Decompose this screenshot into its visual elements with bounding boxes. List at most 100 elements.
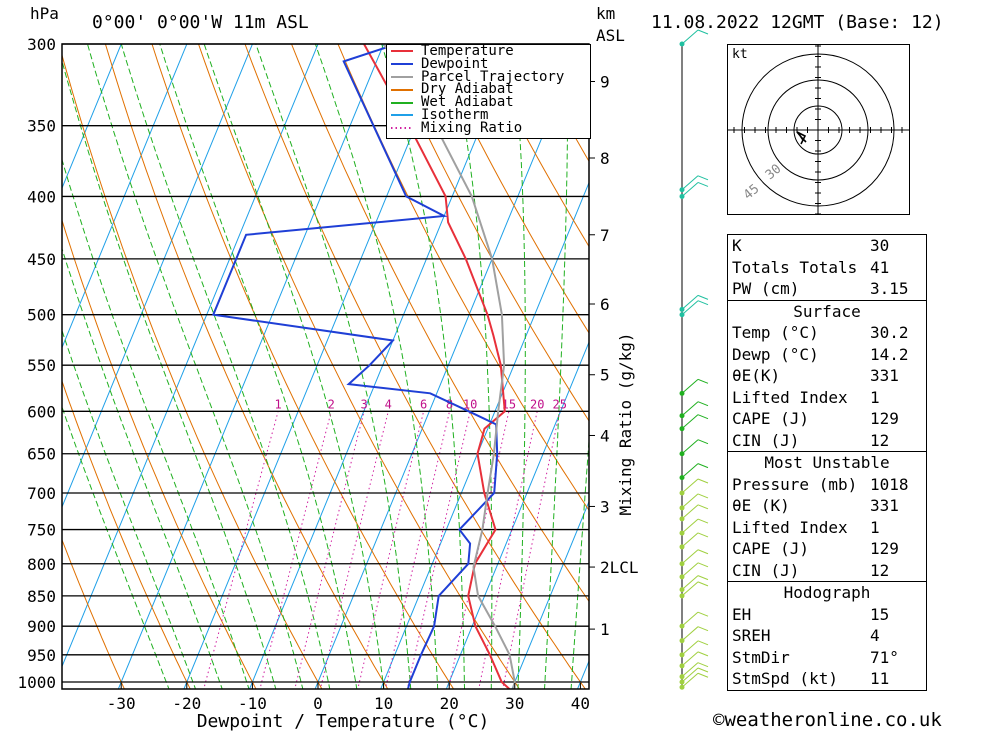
mixing-ratio-tick-label: 1 — [275, 397, 282, 411]
index-label: CAPE (J) — [732, 539, 810, 558]
mixing-ratio-axis-label: Mixing Ratio (g/kg) — [616, 332, 635, 515]
x-tick-label: 0 — [313, 694, 323, 713]
mixing-ratio-line — [478, 411, 538, 689]
wind-barb-flag — [697, 300, 709, 306]
km-tick-label: 6 — [600, 295, 610, 314]
wind-barb-staff — [681, 401, 699, 417]
wet-adiabat-line — [203, 44, 385, 689]
index-label: K — [732, 236, 742, 255]
mixing-ratio-line — [259, 411, 332, 689]
hodograph-trace — [796, 131, 807, 145]
index-row: θE (K) 331 — [728, 495, 926, 517]
wind-barb-staff — [681, 439, 699, 455]
index-row: PW (cm) 3.15 — [728, 278, 926, 300]
wind-barb-staff — [681, 175, 699, 191]
wind-barb-flag — [697, 175, 709, 181]
wind-barb-staff — [681, 518, 699, 534]
km-tick-label: 4 — [600, 426, 610, 445]
wind-barb-staff — [681, 626, 699, 642]
legend-swatch — [391, 50, 413, 53]
index-label: EH — [732, 604, 752, 624]
wet-adiabat-line — [62, 59, 277, 689]
index-value: 30 — [870, 236, 890, 255]
legend-item: Dry Adiabat — [387, 83, 590, 96]
x-tick-label: 10 — [374, 694, 393, 713]
mixing-ratio-tick-label: 2 — [328, 397, 335, 411]
isotherm-line — [445, 340, 589, 689]
index-value: 1 — [870, 517, 880, 537]
index-value: 30.2 — [870, 323, 909, 342]
mixing-ratio-line — [294, 411, 365, 689]
index-value: 14.2 — [870, 344, 909, 364]
legend-swatch — [391, 75, 413, 78]
index-value: 331 — [870, 496, 899, 515]
index-row: Dewp (°C) 14.2 — [728, 344, 926, 366]
series-dewpoint — [211, 44, 499, 689]
series-temperature — [363, 44, 511, 689]
chart-legend: Temperature Dewpoint Parcel Trajectory Dry … — [386, 44, 591, 139]
legend-swatch — [391, 127, 413, 130]
wind-barb-staff — [681, 504, 699, 520]
wind-barb-flag — [697, 651, 709, 657]
legend-swatch — [391, 63, 413, 66]
legend-item: Dewpoint — [387, 57, 590, 71]
wind-barb-staff — [681, 493, 699, 509]
pressure-tick-label: 600 — [27, 402, 56, 421]
mixing-ratio-tick-label: 3 — [360, 397, 367, 411]
mixing-ratio-line — [357, 411, 425, 689]
pressure-tick-label: 300 — [27, 35, 56, 54]
wind-barb-flag — [697, 378, 709, 384]
wind-barb-flag — [697, 518, 709, 524]
index-value: 11 — [870, 669, 890, 688]
legend-item: Temperature — [387, 44, 590, 58]
index-row: Lifted Index 1 — [728, 387, 926, 409]
mixing-ratio-tick-label: 6 — [420, 397, 427, 411]
x-tick-label: 30 — [505, 694, 524, 713]
legend-label: Parcel Trajectory — [421, 68, 565, 85]
legend-item: Parcel Trajectory — [387, 68, 590, 85]
index-value: 12 — [870, 430, 890, 450]
index-row: CAPE (J) 129 — [728, 538, 926, 560]
pressure-tick-label: 500 — [27, 306, 56, 325]
legend-swatch — [391, 88, 413, 91]
index-row: CIN (J) 12 — [728, 430, 926, 452]
index-row: CIN (J) 12 — [728, 560, 926, 582]
wind-barb-staff — [681, 581, 699, 597]
wind-barb-flag — [697, 672, 709, 678]
pressure-tick-label: 550 — [27, 356, 56, 375]
index-value: 41 — [870, 257, 890, 277]
hpa-label: hPa — [30, 4, 59, 23]
wind-barb-flag — [697, 662, 709, 668]
wind-barb-flag — [697, 626, 709, 632]
wind-barb-flag — [697, 401, 709, 407]
km-tick-label: 1 — [600, 620, 610, 639]
dry-adiabat-line — [62, 53, 323, 689]
x-tick-label: 40 — [571, 694, 590, 713]
wind-barb-flag — [697, 181, 709, 187]
wind-barb-flag — [697, 562, 709, 568]
index-section-title: Most Unstable — [728, 451, 926, 474]
index-value: 12 — [870, 560, 890, 580]
index-row: Temp (°C) 30.2 — [728, 322, 926, 344]
km-tick-label: 9 — [600, 73, 610, 92]
pressure-tick-label: 450 — [27, 250, 56, 269]
mixing-ratio-tick-label: 8 — [446, 397, 453, 411]
wind-barb-staff — [681, 378, 699, 394]
km-tick-label: 5 — [600, 366, 610, 385]
wind-barb-flag — [697, 611, 709, 617]
pressure-tick-label: 700 — [27, 484, 56, 503]
index-row: Totals Totals 41 — [728, 257, 926, 279]
index-label: θE(K) — [732, 366, 781, 385]
legend-label: Wet Adiabat — [421, 94, 514, 111]
wind-barb-staff — [681, 640, 699, 656]
mixing-ratio-line — [502, 411, 561, 689]
index-label: CIN (J) — [732, 560, 800, 580]
isotherm-line — [117, 44, 385, 689]
pressure-tick-label: 900 — [27, 617, 56, 636]
asl-label: ASL — [596, 26, 625, 45]
dry-adiabat-line — [62, 538, 125, 689]
index-label: SREH — [732, 626, 771, 645]
pressure-tick-label: 350 — [27, 117, 56, 136]
wind-barb-flag — [697, 414, 709, 420]
index-label: Lifted Index — [732, 387, 848, 407]
